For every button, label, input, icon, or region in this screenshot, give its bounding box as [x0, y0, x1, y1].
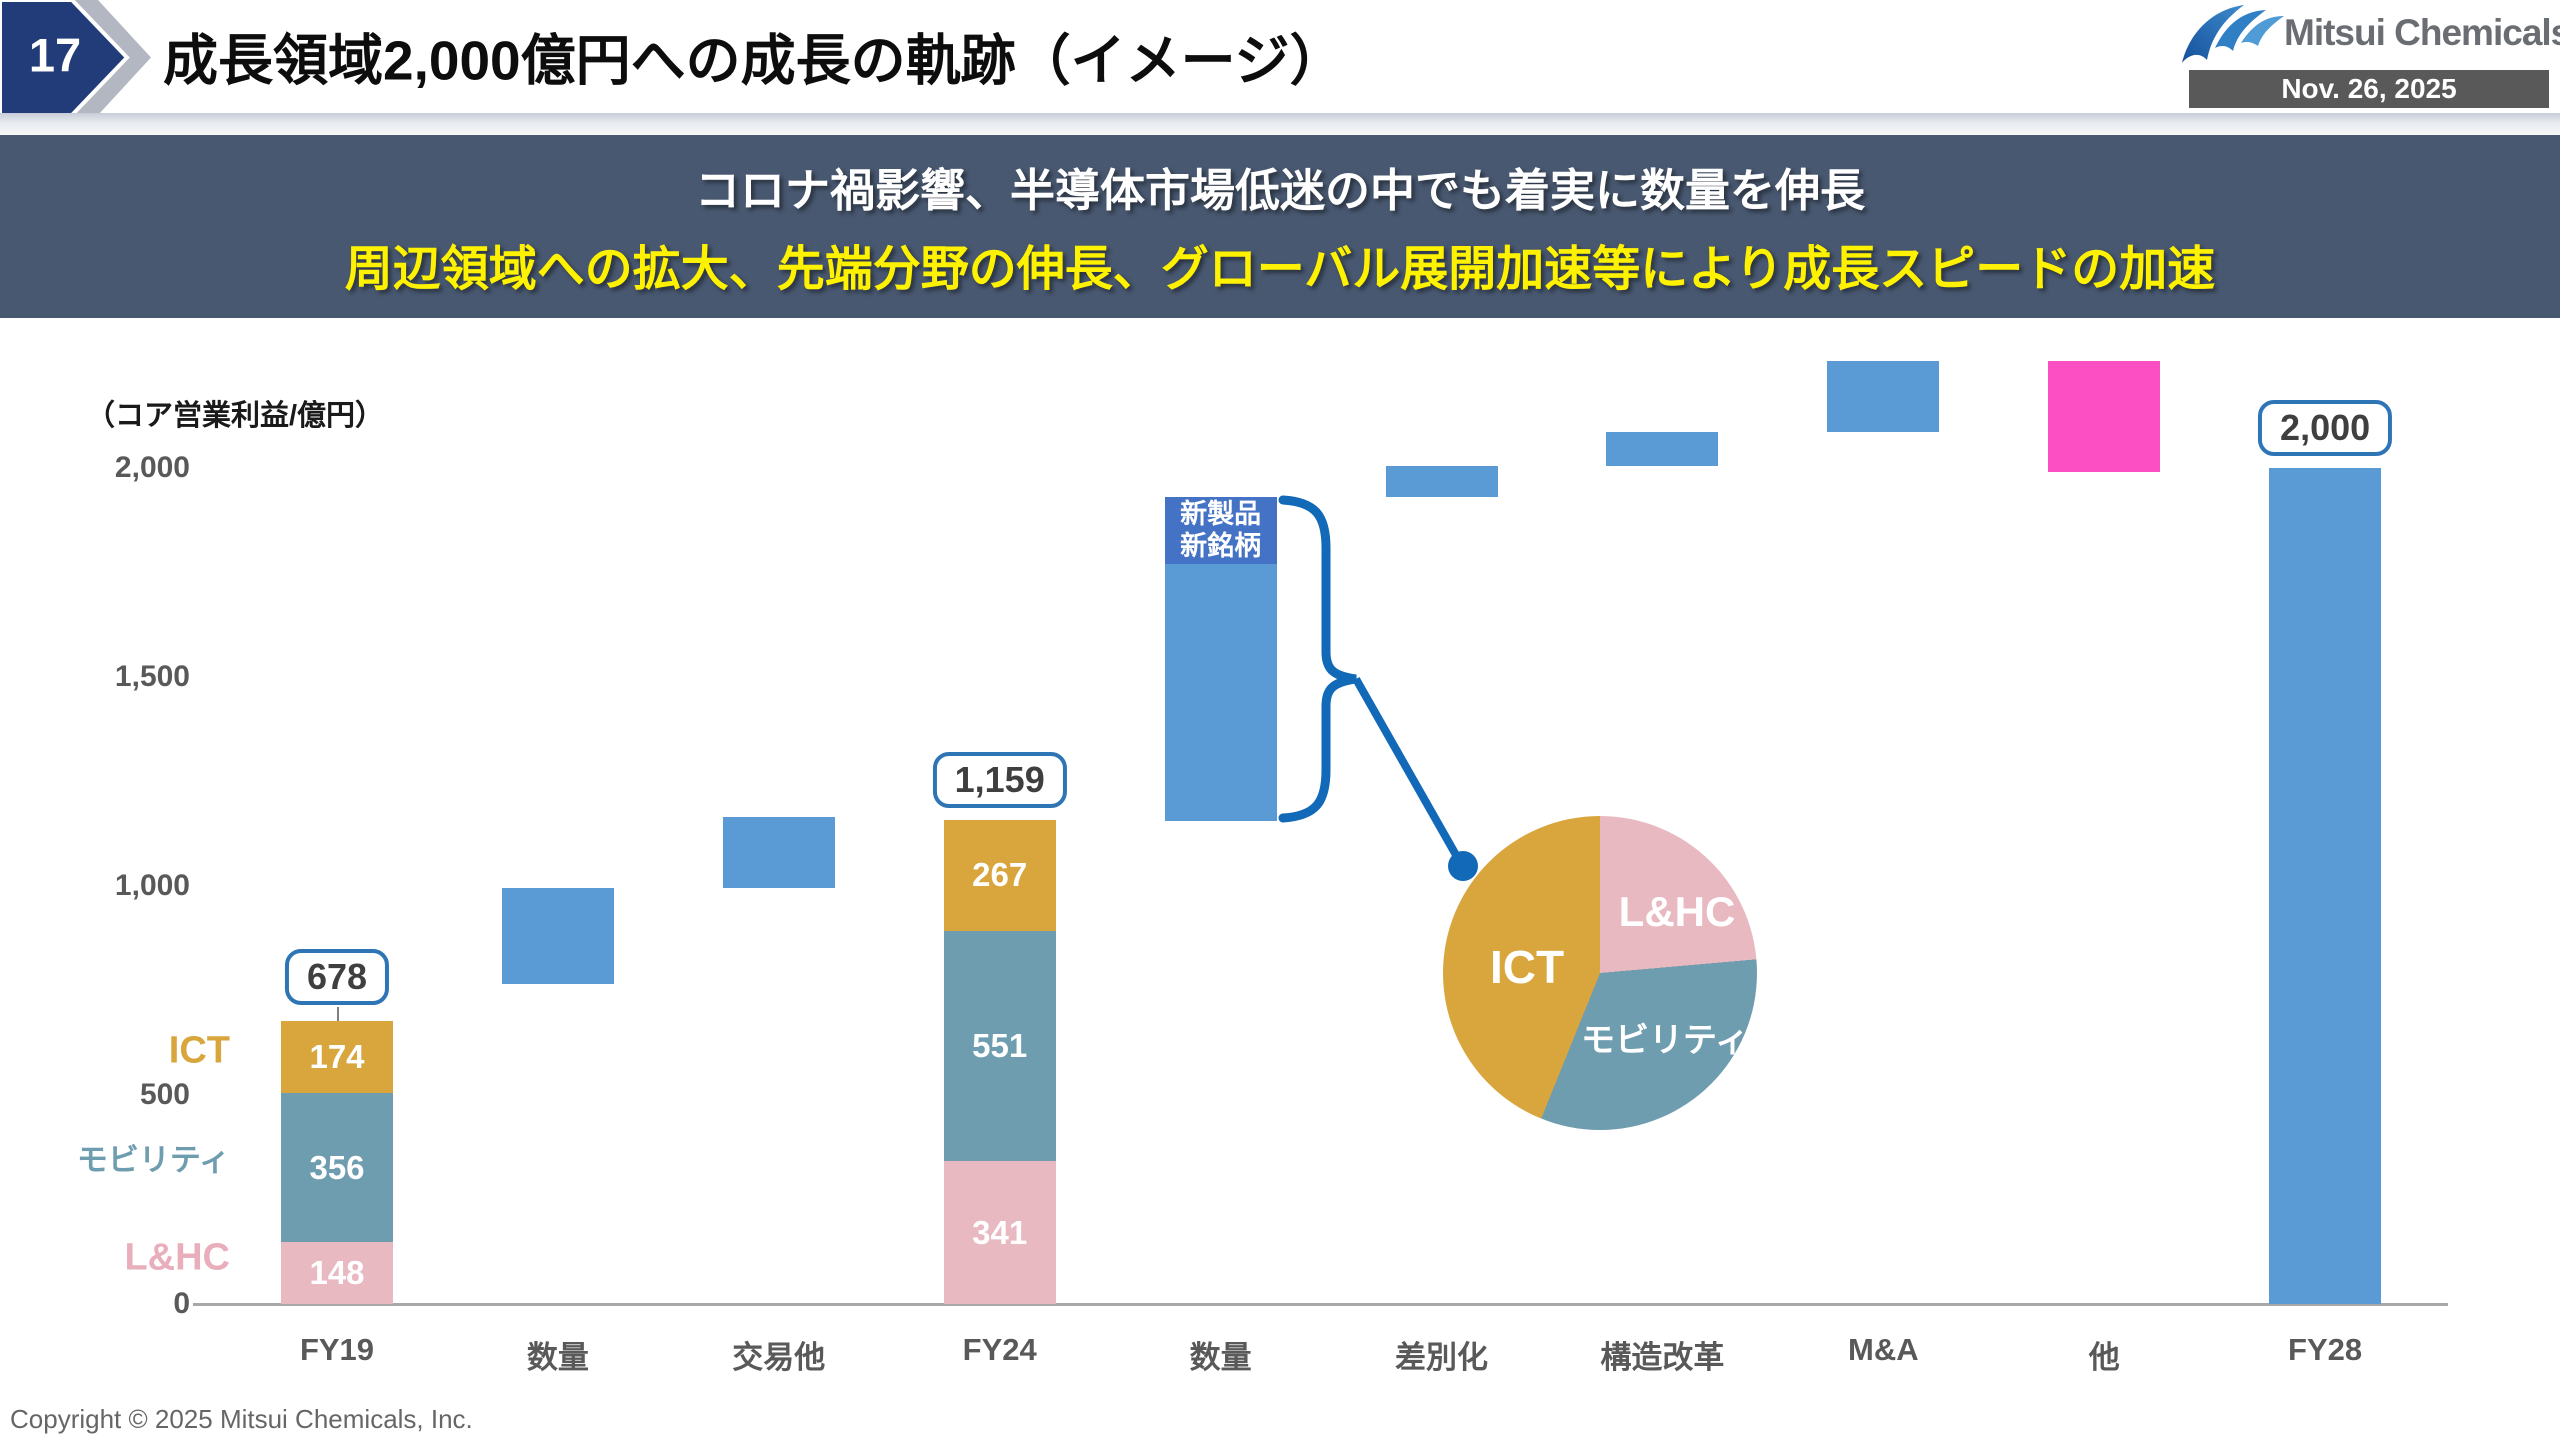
- legend-label-3: L&HC: [124, 1236, 230, 1279]
- y-tick-label: 500: [139, 1078, 190, 1111]
- float-bar-交易他: [722, 817, 835, 889]
- x-axis-label: 数量: [1189, 1340, 1252, 1375]
- segment-value: 148: [309, 1254, 365, 1292]
- total-label-box: 1,159: [932, 751, 1067, 808]
- x-axis-label: M&A: [1847, 1332, 1919, 1367]
- logo-swoosh-1: [2182, 5, 2244, 63]
- float-bar-差別化: [1385, 465, 1498, 498]
- banner-line-2: 周辺領域への拡大、先端分野の伸長、グローバル展開加速等により成長スピードの加速: [344, 243, 2216, 296]
- segment-value: 341: [972, 1213, 1028, 1251]
- axis-unit-label: （コア営業利益/億円）: [86, 400, 385, 432]
- segment-value: 267: [972, 856, 1028, 894]
- legend-label-1: ICT: [168, 1029, 230, 1072]
- segment-モビリティ: [943, 931, 1056, 1162]
- bevel-strip: [0, 113, 2560, 135]
- total-label-box: 2,000: [2258, 400, 2393, 456]
- float-bar-構造改革: [1606, 432, 1719, 466]
- legend-label-2: モビリティ: [76, 1142, 230, 1178]
- y-tick-label: 2,000: [114, 451, 190, 484]
- stacked-bar-FY19: 148 356 174: [281, 1020, 393, 1304]
- segment-value: 174: [309, 1037, 365, 1075]
- segment-ICT: [943, 819, 1056, 932]
- x-axis-label: 交易他: [732, 1340, 826, 1375]
- stacked-bar-FY24: 341 551 267: [943, 819, 1056, 1304]
- chevron-front-shape: [0, 0, 130, 115]
- page-number: 17: [28, 28, 82, 82]
- x-axis-label: 他: [2088, 1340, 2120, 1375]
- x-axis-label: 数量: [526, 1340, 589, 1375]
- callout-line: [1352, 677, 1464, 864]
- x-axis-line: [193, 1303, 2448, 1306]
- float-bar-FY28: [2269, 468, 2382, 1304]
- segment-L&HC: [281, 1242, 393, 1304]
- logo-swoosh-3: [2241, 16, 2284, 46]
- annotation-line: 新銘柄: [1180, 530, 1262, 561]
- date-badge: Nov. 26, 2025: [2189, 70, 2549, 108]
- float-bar-M&A: [1827, 361, 1940, 433]
- brace: [1278, 495, 1357, 823]
- segment-value: 356: [309, 1148, 365, 1186]
- x-axis-label: FY28: [2288, 1332, 2363, 1367]
- annotation-header: 新製品 新銘柄: [1164, 497, 1277, 565]
- x-axis-label: FY24: [962, 1332, 1037, 1367]
- total-box-connector: [337, 1006, 339, 1021]
- title-band: 17 成長領域2,000億円への成長の軌跡（イメージ） Mitsui Chemi…: [0, 0, 2560, 115]
- logo-text: Mitsui Chemicals: [2284, 12, 2560, 53]
- segment-value: 551: [972, 1027, 1028, 1065]
- logo-swoosh-2: [2215, 10, 2266, 51]
- segment-ICT: [281, 1020, 393, 1094]
- y-tick-label: 1,000: [114, 869, 190, 902]
- pie-label-ICT: ICT: [1489, 941, 1565, 993]
- callout-dot: [1448, 851, 1478, 881]
- pie-chart: L&HC モビリティ ICT: [1443, 816, 1757, 1130]
- copyright: Copyright © 2025 Mitsui Chemicals, Inc.: [10, 1404, 473, 1434]
- page-title: 成長領域2,000億円への成長の軌跡（イメージ）: [163, 29, 1345, 92]
- x-axis-label: 差別化: [1395, 1340, 1488, 1375]
- banner-line-1: コロナ禍影響、半導体市場低迷の中でも着実に数量を伸長: [694, 165, 1865, 216]
- pie-label-モビリティ: モビリティ: [1581, 1021, 1749, 1060]
- annotation-line: 新製品: [1180, 498, 1262, 529]
- page-number-chevron: [0, 0, 151, 115]
- x-axis-label: FY19: [299, 1332, 375, 1367]
- key-message-banner: コロナ禍影響、半導体市場低迷の中でも着実に数量を伸長 周辺領域への拡大、先端分野…: [0, 135, 2560, 318]
- total-label-box: 678: [284, 948, 390, 1005]
- y-tick-label: 0: [173, 1287, 190, 1320]
- x-axis-label: 構造改革: [1600, 1340, 1725, 1375]
- segment-L&HC: [943, 1161, 1056, 1304]
- pie-label-L&HC: L&HC: [1618, 888, 1736, 935]
- mitsui-logo-icon: [2182, 5, 2284, 63]
- float-bar-数量: [501, 888, 614, 985]
- float-bar-数量: 新製品 新銘柄: [1164, 497, 1277, 822]
- y-tick-label: 1,500: [114, 660, 190, 693]
- segment-モビリティ: [281, 1093, 393, 1243]
- float-bar-他: [2048, 361, 2161, 473]
